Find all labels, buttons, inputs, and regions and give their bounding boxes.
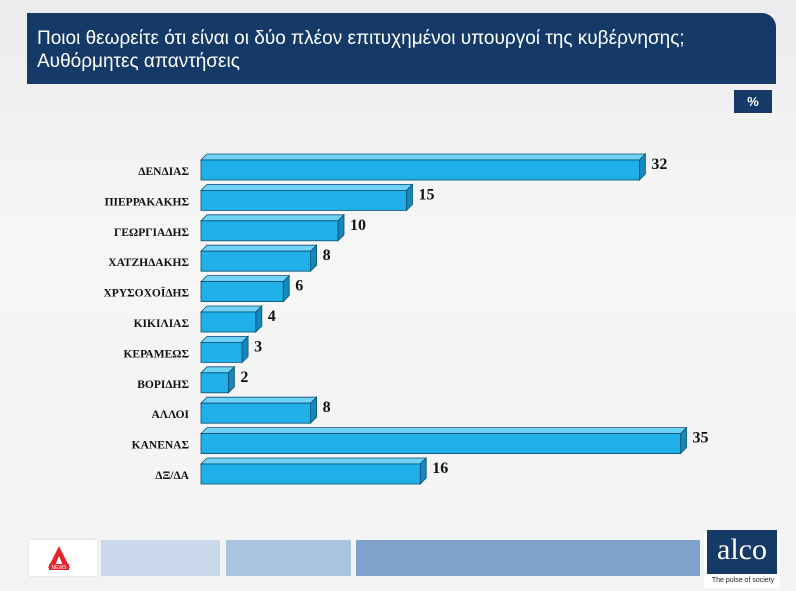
category-label: ΚΑΝΕΝΑΣ [132, 440, 189, 452]
value-label: 6 [295, 278, 303, 295]
value-label: 2 [240, 369, 248, 386]
chart-title-line2: Αυθόρμητες απαντήσεις [37, 51, 240, 72]
bar-top [200, 244, 318, 252]
bar-group: ΑΛΛΟΙ 8 [151, 396, 331, 425]
footer-strip-3 [356, 540, 700, 576]
category-label: ΔΞ/ΔΑ [155, 470, 189, 482]
alco-tagline: The pulse of society [711, 577, 775, 584]
alpha-news-logo-icon: NEWS [48, 546, 70, 571]
bar-top [200, 305, 263, 313]
bar-top [200, 214, 345, 222]
category-label: ΧΑΤΖΗΔΑΚΗΣ [108, 257, 189, 269]
bar [200, 189, 407, 211]
category-label: ΚΕΡΑΜΕΩΣ [123, 348, 189, 360]
category-label: ΠΙΕΡΡΑΚΑΚΗΣ [105, 196, 189, 208]
bar-group: ΓΕΩΡΓΙΑΔΗΣ 10 [114, 213, 366, 242]
bar-group: ΔΞ/ΔΑ 16 [155, 457, 448, 485]
category-label: ΒΟΡΙΔΗΣ [137, 379, 189, 391]
value-label: 15 [419, 186, 435, 203]
bar-group: ΚΕΡΑΜΕΩΣ 3 [123, 335, 262, 364]
bar-top [200, 457, 428, 465]
bar-group: ΔΕΝΔΙΑΣ 32 [138, 153, 667, 181]
category-label: ΓΕΩΡΓΙΑΔΗΣ [114, 227, 189, 239]
alco-logo: alco [707, 530, 777, 574]
bar-group: ΚΙΚΙΛΙΑΣ 4 [134, 305, 276, 333]
bar-top [200, 427, 688, 435]
bar [200, 281, 284, 303]
bar-top [200, 183, 414, 191]
bar-group: ΚΑΝΕΝΑΣ 35 [132, 426, 709, 455]
bar [200, 402, 311, 424]
bar-group: ΠΙΕΡΡΑΚΑΚΗΣ 15 [105, 183, 435, 212]
bar-top [200, 335, 250, 343]
footer-strip-2 [226, 540, 351, 576]
bar-group: ΒΟΡΙΔΗΣ 2 [137, 365, 248, 394]
bar [200, 433, 681, 455]
value-label: 10 [350, 217, 366, 234]
category-label: ΔΕΝΔΙΑΣ [138, 166, 189, 178]
value-label: 16 [432, 460, 448, 477]
bar-top [200, 396, 318, 404]
footer-strip-1 [101, 540, 220, 576]
category-label: ΧΡΥΣΟΧΟΪΔΗΣ [104, 286, 190, 300]
value-label: 32 [651, 156, 667, 173]
news-logo-text: NEWS [52, 565, 68, 571]
bar [200, 463, 421, 485]
value-label: 35 [693, 430, 709, 447]
bar-top [200, 153, 647, 161]
value-label: 3 [254, 338, 262, 355]
chart-title-line1: Ποιοι θεωρείτε ότι είναι οι δύο πλέον επ… [37, 28, 685, 49]
bar [200, 220, 339, 242]
bar-group: ΧΑΤΖΗΔΑΚΗΣ 8 [108, 244, 331, 273]
value-label: 8 [323, 247, 331, 264]
category-label: ΑΛΛΟΙ [151, 409, 189, 421]
value-label: 4 [268, 308, 276, 325]
bar [200, 250, 311, 272]
bar [200, 341, 243, 363]
value-label: 8 [323, 399, 331, 416]
unit-badge: % [734, 90, 772, 113]
bar-chart: ΔΕΝΔΙΑΣ 32 ΠΙΕΡΡΑΚΑΚΗΣ 15 ΓΕΩΡΓΙΑΔΗΣ 10 ΧΑΤΖΗΔ… [104, 153, 709, 485]
chart-title-box: Ποιοι θεωρείτε ότι είναι οι δύο πλέον επ… [27, 13, 776, 84]
bar [200, 159, 640, 181]
bar [200, 372, 229, 394]
bar-top [200, 275, 291, 283]
category-label: ΚΙΚΙΛΙΑΣ [134, 318, 189, 330]
bar [200, 311, 257, 333]
bar-group: ΧΡΥΣΟΧΟΪΔΗΣ 6 [104, 274, 303, 303]
